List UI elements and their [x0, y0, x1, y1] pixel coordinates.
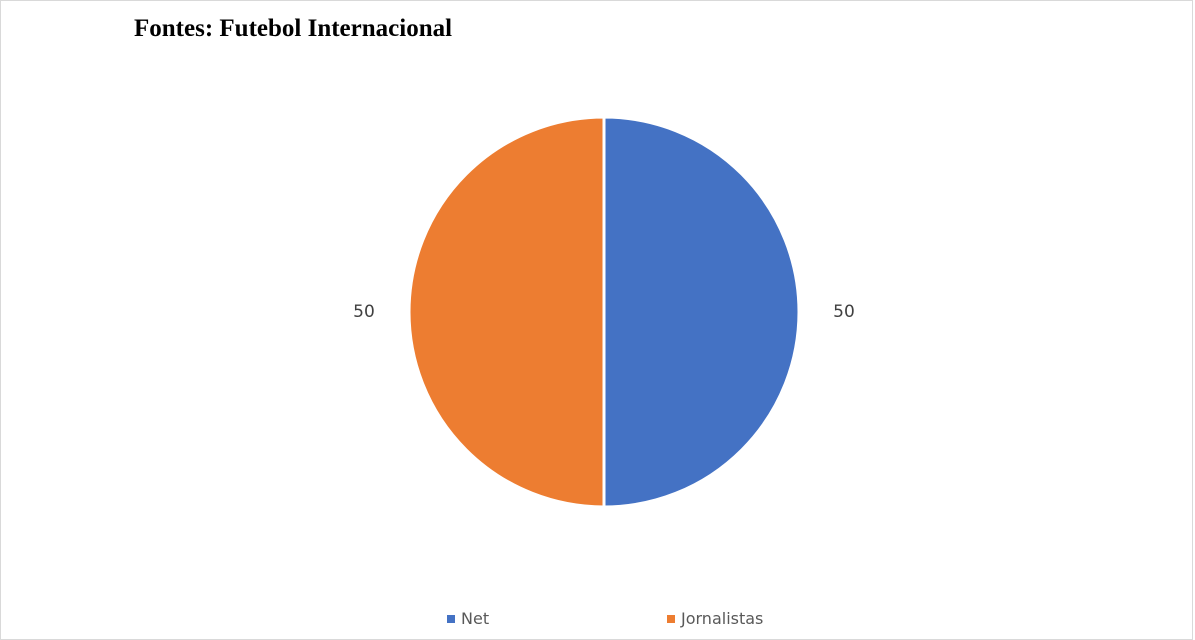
data-label-net: 50 — [833, 302, 855, 322]
data-label-jornalistas: 50 — [353, 302, 375, 322]
pie-slice-jornalistas — [407, 115, 606, 509]
legend-swatch-jornalistas — [667, 614, 675, 623]
chart-legend: Net Jornalistas — [1, 609, 1195, 631]
chart-title: Fontes: Futebol Internacional — [134, 15, 453, 42]
pie-slice-net — [602, 115, 801, 509]
legend-swatch-net — [447, 614, 455, 623]
pie-chart: 50 50 — [353, 115, 855, 509]
legend-item-net: Net — [447, 609, 489, 628]
legend-label-jornalistas: Jornalistas — [681, 609, 764, 628]
legend-item-jornalistas: Jornalistas — [667, 609, 763, 628]
legend-label-net: Net — [461, 609, 490, 628]
